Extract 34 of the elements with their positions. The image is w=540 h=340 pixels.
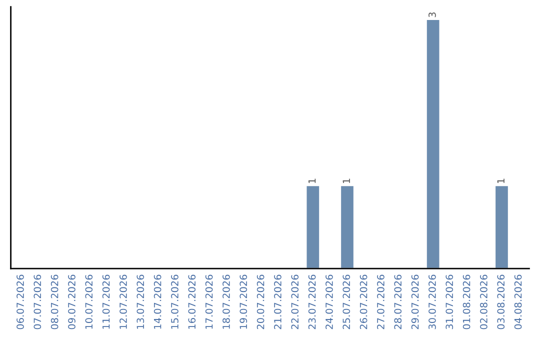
x-tick-label: 31.07.2026	[446, 274, 454, 330]
x-tick-label: 22.07.2026	[291, 274, 299, 330]
x-tick-label: 09.07.2026	[68, 274, 76, 330]
x-tick-label: 17.07.2026	[205, 274, 213, 329]
x-tick-label: 01.08.2026	[462, 274, 470, 330]
data-label: 1	[342, 178, 350, 184]
data-label: 3	[428, 12, 436, 18]
data-label: 1	[308, 178, 316, 184]
x-tick-label: 06.07.2026	[16, 274, 24, 330]
x-tick-label: 19.07.2026	[240, 274, 248, 329]
x-tick-label: 29.07.2026	[411, 274, 419, 330]
x-tick-label: 07.07.2026	[34, 274, 42, 330]
x-tick-label: 12.07.2026	[120, 274, 127, 329]
x-tick-label: 18.07.2026	[222, 274, 230, 329]
x-tick-label: 24.07.2026	[326, 274, 333, 330]
x-tick-label: 15.07.2026	[171, 274, 178, 329]
x-tick-label: 30.07.2026	[428, 274, 436, 330]
x-tick-label: 11.07.2026	[102, 274, 110, 329]
x-tick-label: 27.07.2026	[377, 274, 384, 330]
x-tick-label: 21.07.2026	[274, 274, 282, 330]
x-tick-label: 08.07.2026	[50, 274, 58, 330]
x-tick-label: 26.07.2026	[360, 274, 368, 330]
x-tick-label: 28.07.2026	[394, 274, 402, 330]
x-tick-label: 14.07.2026	[154, 274, 162, 329]
x-tick-label: 23.07.2026	[308, 274, 316, 330]
x-tick-label: 03.08.2026	[497, 274, 505, 330]
x-tick-label: 16.07.2026	[188, 274, 196, 329]
x-tick-label: 04.08.2026	[514, 274, 522, 330]
x-tick-label: 13.07.2026	[136, 274, 144, 329]
x-tick-label: 10.07.2026	[85, 274, 93, 329]
x-tick-label: 02.08.2026	[480, 274, 488, 330]
x-tick-label: 25.07.2026	[342, 274, 350, 330]
data-label: 1	[497, 178, 504, 184]
x-tick-label: 20.07.2026	[256, 274, 264, 330]
